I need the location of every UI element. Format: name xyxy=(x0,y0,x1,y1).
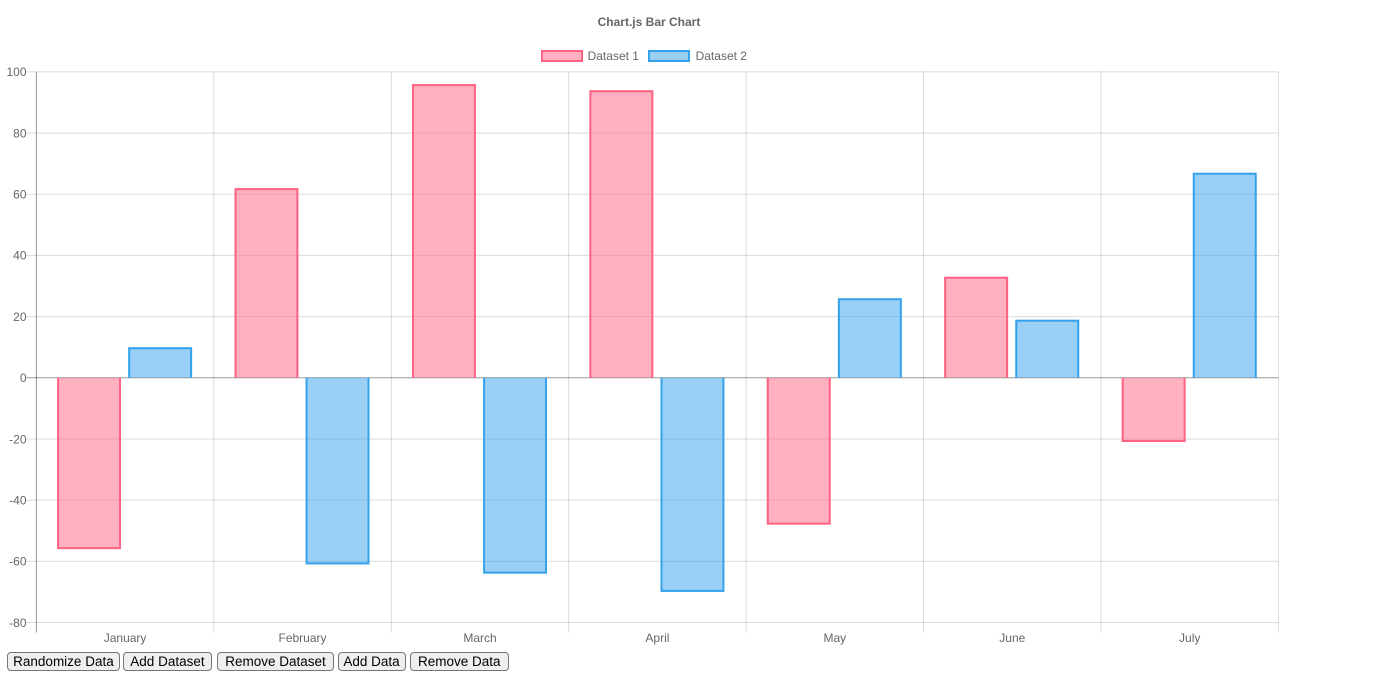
svg-text:January: January xyxy=(104,631,147,645)
svg-text:60: 60 xyxy=(13,188,27,202)
svg-text:February: February xyxy=(278,631,326,645)
svg-text:0: 0 xyxy=(20,371,27,385)
svg-text:100: 100 xyxy=(6,65,26,79)
svg-text:April: April xyxy=(645,631,669,645)
svg-text:40: 40 xyxy=(13,249,27,263)
svg-text:80: 80 xyxy=(13,126,27,140)
svg-text:-40: -40 xyxy=(9,493,27,507)
svg-text:-80: -80 xyxy=(9,616,27,630)
svg-text:May: May xyxy=(823,631,846,645)
svg-text:March: March xyxy=(463,631,496,645)
svg-text:-60: -60 xyxy=(9,555,27,569)
svg-text:July: July xyxy=(1179,631,1200,645)
svg-text:20: 20 xyxy=(13,310,27,324)
svg-text:June: June xyxy=(999,631,1025,645)
svg-text:-20: -20 xyxy=(9,432,27,446)
